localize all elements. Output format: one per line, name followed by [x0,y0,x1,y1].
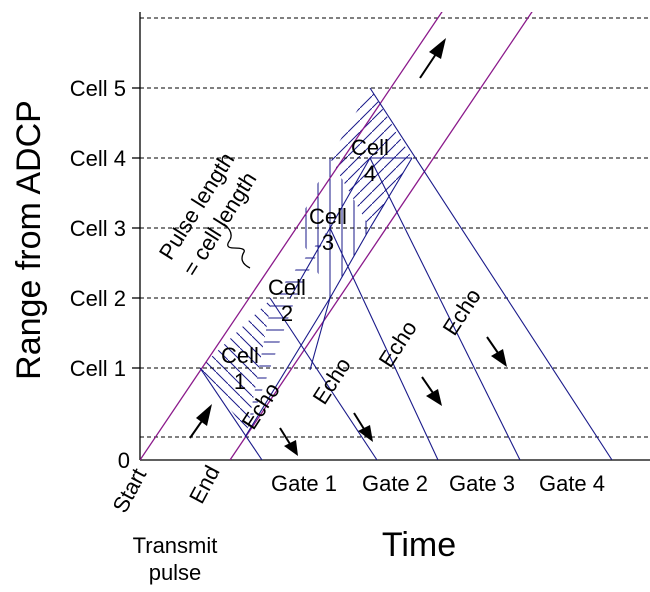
cell-2-number: 2 [281,301,293,326]
cell-1-word: Cell [221,343,259,368]
end-label: End [184,461,224,507]
cell-2-word: Cell [268,275,306,300]
gate-1-label: Gate 1 [271,471,337,496]
pulse-caption: pulse [149,560,202,585]
echo-line [329,227,371,299]
start-label: Start [107,464,151,517]
echo-line [309,297,331,371]
echo-label-3: Echo [374,316,422,372]
echo-line [244,297,331,438]
gate-2-label: Gate 2 [362,471,428,496]
y-tick-label-cell1: Cell 1 [70,356,126,381]
echo-line [289,227,331,299]
echo-arrow [353,412,373,442]
y-tick-labels: Cell 5 Cell 4 Cell 3 Cell 2 Cell 1 0 [70,76,130,473]
axes [139,12,650,461]
x-axis-title: Time [382,526,456,564]
cell-1-number: 1 [234,369,246,394]
pulse-end-line [229,12,533,460]
y-tick-label-cell2: Cell 2 [70,286,126,311]
echo-arrow [486,336,507,367]
transmit-caption: Transmit [133,533,218,558]
cell-labels: Cell 1 Cell 2 Cell 3 Cell 4 [221,135,389,394]
echo-line [369,87,613,460]
echo-line [199,367,263,460]
pulse-length-brace [223,223,251,269]
cell-4-number: 4 [364,161,376,186]
echo-line [369,157,521,460]
gate-3-label: Gate 3 [449,471,515,496]
cell-1-hatch [200,298,272,432]
arrows [189,38,507,456]
outgoing-arrow [419,38,446,79]
echo-arrow [421,376,442,406]
y-tick-label-cell5: Cell 5 [70,76,126,101]
y-tick-label-zero: 0 [118,448,130,473]
cell-4-word: Cell [351,135,389,160]
gate-4-label: Gate 4 [539,471,605,496]
echo-arrow [279,427,298,456]
echo-line [369,157,413,229]
echo-line [269,297,378,460]
y-tick-marks [132,87,140,369]
pulse-start-line [140,12,443,460]
x-axis-labels: Start End Gate 1 Gate 2 Gate 3 Gate 4 Tr… [107,461,605,585]
outgoing-arrow [189,404,212,439]
transmit-pulse-lines [140,12,533,460]
y-axis-title: Range from ADCP [10,100,48,380]
echo-label-4: Echo [438,284,486,340]
y-tick-label-cell3: Cell 3 [70,216,126,241]
cell-3-number: 3 [322,230,334,255]
echo-lines [199,87,613,460]
echo-line [329,157,371,229]
cell-3-word: Cell [309,204,347,229]
echo-label-2: Echo [308,353,356,409]
y-tick-label-cell4: Cell 4 [70,146,126,171]
